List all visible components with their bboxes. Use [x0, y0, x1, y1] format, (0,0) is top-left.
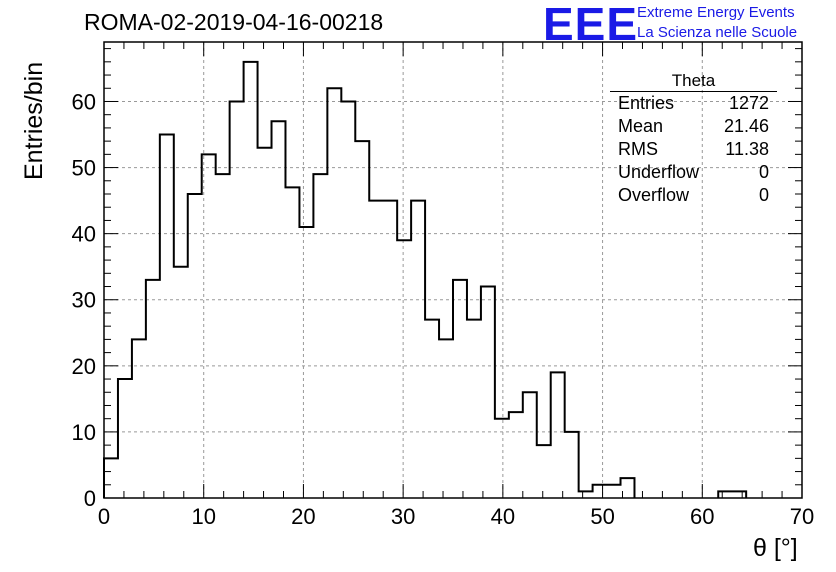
stats-value: 0: [758, 185, 769, 205]
stats-value: 0: [758, 162, 769, 182]
stats-label: Underflow: [618, 162, 700, 182]
y-tick-label: 60: [72, 89, 96, 114]
logo-caption-line2: La Scienza nelle Scuole: [637, 24, 798, 41]
x-tick-label: 60: [690, 504, 714, 529]
run-title: ROMA-02-2019-04-16-00218: [84, 9, 384, 35]
x-tick-label: 30: [391, 504, 415, 529]
eee-logo: EEE: [543, 0, 639, 50]
stats-label: Mean: [618, 116, 664, 136]
histogram-line: [103, 60, 748, 498]
x-tick-label: 10: [191, 504, 215, 529]
stats-box: Theta Entries 1272 Mean 21.46 RMS 11.38 …: [610, 72, 777, 207]
stats-label: Entries: [618, 93, 675, 113]
plot-frame: [103, 41, 803, 499]
y-tick-label: 30: [72, 288, 96, 313]
x-tick-label: 20: [291, 504, 315, 529]
x-tick-label: 0: [98, 504, 110, 529]
y-tick-labels: 0 10 20 30 40 50 60: [72, 89, 96, 511]
stats-label: Overflow: [618, 185, 690, 205]
logo-caption-line1: Extreme Energy Events: [637, 4, 795, 21]
stats-title: Theta: [610, 72, 777, 92]
grid-lines: [104, 42, 802, 498]
x-tick-label: 70: [790, 504, 814, 529]
y-tick-label: 40: [72, 222, 96, 247]
y-tick-label: 20: [72, 354, 96, 379]
x-tick-label: 40: [491, 504, 515, 529]
stats-value: 11.38: [725, 139, 769, 159]
stats-row-mean: Mean 21.46: [610, 115, 777, 138]
logo-caption: Extreme Energy Events La Scienza nelle S…: [637, 3, 797, 43]
stats-row-entries: Entries 1272: [610, 92, 777, 115]
x-tick-labels: 0 10 20 30 40 50 60 70: [98, 504, 814, 529]
stats-value: 1272: [728, 93, 769, 113]
x-tick-label: 50: [590, 504, 614, 529]
stats-row-rms: RMS 11.38: [610, 138, 777, 161]
y-tick-label: 50: [72, 156, 96, 181]
y-tick-label: 10: [72, 420, 96, 445]
stats-value: 21.46: [723, 116, 769, 136]
axis-ticks: [103, 42, 803, 499]
stats-label: RMS: [618, 139, 658, 159]
y-tick-label: 0: [84, 486, 96, 511]
x-axis-label: θ [°]: [753, 534, 798, 562]
y-axis-label: Entries/bin: [20, 61, 48, 180]
stats-row-underflow: Underflow 0: [610, 161, 777, 184]
stats-row-overflow: Overflow 0: [610, 184, 777, 207]
